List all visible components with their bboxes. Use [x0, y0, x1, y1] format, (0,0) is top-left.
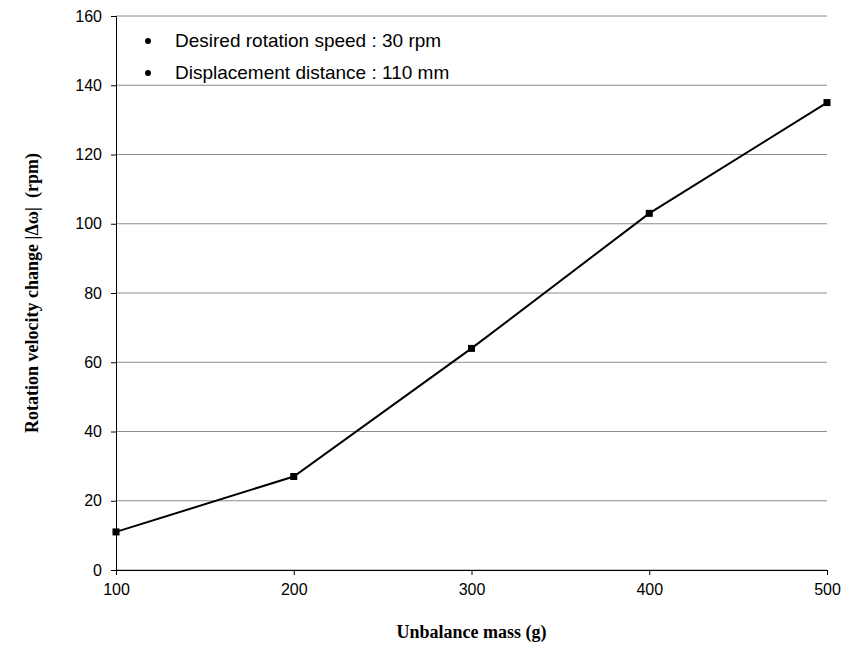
grid-line	[116, 431, 827, 432]
tick: 140	[75, 77, 116, 94]
tick: 160	[75, 8, 116, 25]
tick-label: 160	[75, 8, 102, 25]
tick-label: 120	[75, 146, 102, 163]
tick-label: 20	[84, 492, 102, 509]
marker	[468, 345, 475, 352]
tick-mark	[827, 570, 828, 575]
tick-mark	[111, 293, 116, 294]
tick-mark	[111, 224, 116, 225]
tick-label: 100	[75, 215, 102, 232]
tick: 100	[103, 570, 130, 598]
grid-line	[116, 85, 827, 86]
tick: 0	[93, 562, 116, 579]
marker	[290, 473, 297, 480]
tick: 300	[459, 570, 486, 598]
tick-mark	[111, 16, 116, 17]
annotations: Desired rotation speed : 30 rpm Displacem…	[145, 30, 449, 83]
tick: 60	[84, 354, 116, 371]
marker	[113, 528, 120, 535]
marker	[646, 210, 653, 217]
tick-mark	[294, 570, 295, 575]
tick-label: 40	[84, 423, 102, 440]
line	[116, 103, 827, 532]
tick: 500	[814, 570, 841, 598]
grid-line	[116, 362, 827, 363]
y-axis: 0 20 40 60 80 100 120 140 160	[75, 8, 116, 579]
tick: 20	[84, 492, 116, 509]
tick-mark	[111, 432, 116, 433]
bullet	[145, 38, 151, 44]
y-axis-title: Rotation velocity change |Δω| (rpm)	[22, 153, 43, 433]
tick-label: 100	[103, 581, 130, 598]
axis-line	[111, 17, 117, 571]
chart: 0 20 40 60 80 100 120 140 160 100 200 300 400 500 Unba…	[0, 0, 861, 649]
x-axis-title: Unbalance mass (g)	[396, 622, 546, 643]
tick-label: 60	[84, 354, 102, 371]
tick-mark	[472, 570, 473, 575]
grid-line	[116, 500, 827, 501]
tick-mark	[111, 362, 116, 363]
tick-mark	[116, 570, 117, 575]
tick: 40	[84, 423, 116, 440]
tick-label: 400	[636, 581, 663, 598]
tick-mark	[111, 570, 116, 571]
tick-label: 200	[281, 581, 308, 598]
x-axis: 100 200 300 400 500	[103, 570, 841, 598]
bullet	[145, 70, 151, 76]
plot: 0 20 40 60 80 100 120 140 160 100 200 300 400 500	[75, 8, 841, 599]
tick: 100	[75, 215, 116, 232]
grid	[116, 16, 827, 570]
tick-mark	[111, 85, 116, 86]
tick-label: 80	[84, 285, 102, 302]
annotation: Desired rotation speed : 30 rpm	[175, 30, 441, 51]
tick-label: 140	[75, 77, 102, 94]
annotation: Displacement distance : 110 mm	[175, 62, 449, 83]
tick-mark	[111, 155, 116, 156]
tick: 400	[636, 570, 663, 598]
grid-line	[116, 154, 827, 155]
data-layer	[113, 99, 831, 535]
grid-line	[116, 223, 827, 224]
grid-line	[116, 293, 827, 294]
tick: 200	[281, 570, 308, 598]
axis-line	[117, 571, 828, 576]
tick-label: 0	[93, 562, 102, 579]
tick-label: 500	[814, 581, 841, 598]
tick: 120	[75, 146, 116, 163]
tick-mark	[111, 501, 116, 502]
marker	[824, 99, 831, 106]
tick-mark	[649, 570, 650, 575]
tick: 80	[84, 285, 116, 302]
tick-label: 300	[459, 581, 486, 598]
grid-line	[116, 16, 827, 17]
